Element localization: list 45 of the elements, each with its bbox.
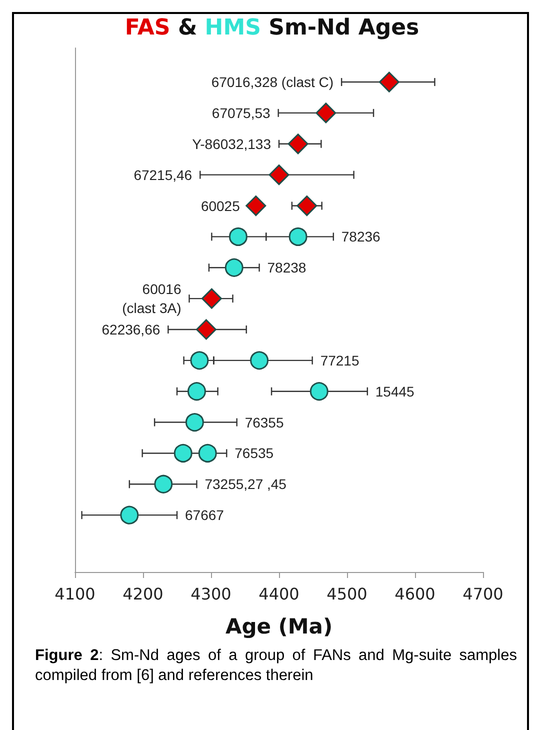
point: [190, 351, 209, 370]
y-tick-label: 67016,328 (clast C): [211, 74, 334, 90]
y-tick-label: 76355: [244, 414, 284, 430]
x-tick-label: 4200: [122, 584, 164, 604]
point: [316, 102, 336, 124]
point: [196, 319, 216, 340]
y-tick-label: 60016 (clast 3A): [122, 281, 182, 316]
x-tick-label: 4600: [394, 584, 436, 604]
y-tick-label: 78236: [341, 228, 381, 245]
y-tick-label: 60025: [200, 198, 240, 214]
point: [250, 351, 269, 370]
y-tick-label: 62236,66: [102, 321, 160, 338]
x-tick-label: 4100: [54, 584, 96, 604]
point: [201, 288, 222, 309]
y-tick-label: 15445: [375, 383, 415, 400]
point: [174, 444, 192, 462]
point: [185, 413, 204, 432]
y-tick-label: 78238: [267, 260, 306, 276]
x-tick-label: 4700: [462, 584, 504, 604]
point: [378, 72, 400, 92]
y-tick-label: 73255,27 ,45: [204, 476, 287, 492]
y-tick-label: 67215,46: [134, 166, 192, 183]
chart-title: FAS & HMS Sm-Nd Ages: [124, 16, 420, 40]
point: [268, 164, 290, 186]
y-tick-label: 67667: [185, 507, 224, 524]
point: [288, 134, 308, 154]
point: [198, 444, 217, 462]
point: [288, 227, 308, 246]
point: [224, 258, 244, 277]
point: [187, 382, 206, 401]
point: [120, 506, 139, 524]
point: [296, 196, 318, 216]
caption: Figure 2: Sm-Nd ages of a group of FANs and Mg-suite samples compiled from [6] and references therein: [35, 646, 517, 686]
point: [154, 474, 173, 494]
point: [310, 382, 328, 401]
x-tick-label: 4500: [326, 584, 368, 604]
x-tick-label: 4400: [258, 584, 300, 604]
point: [228, 227, 248, 246]
y-tick-label: 76535: [234, 445, 274, 462]
y-tick-label: 77215: [320, 352, 360, 368]
y-tick-label: 67075,53: [212, 104, 271, 121]
x-axis-title: Age (Ma): [225, 614, 333, 638]
point: [246, 196, 266, 216]
y-tick-label: Y-86032,133: [192, 136, 272, 152]
x-tick-label: 4300: [190, 584, 232, 604]
